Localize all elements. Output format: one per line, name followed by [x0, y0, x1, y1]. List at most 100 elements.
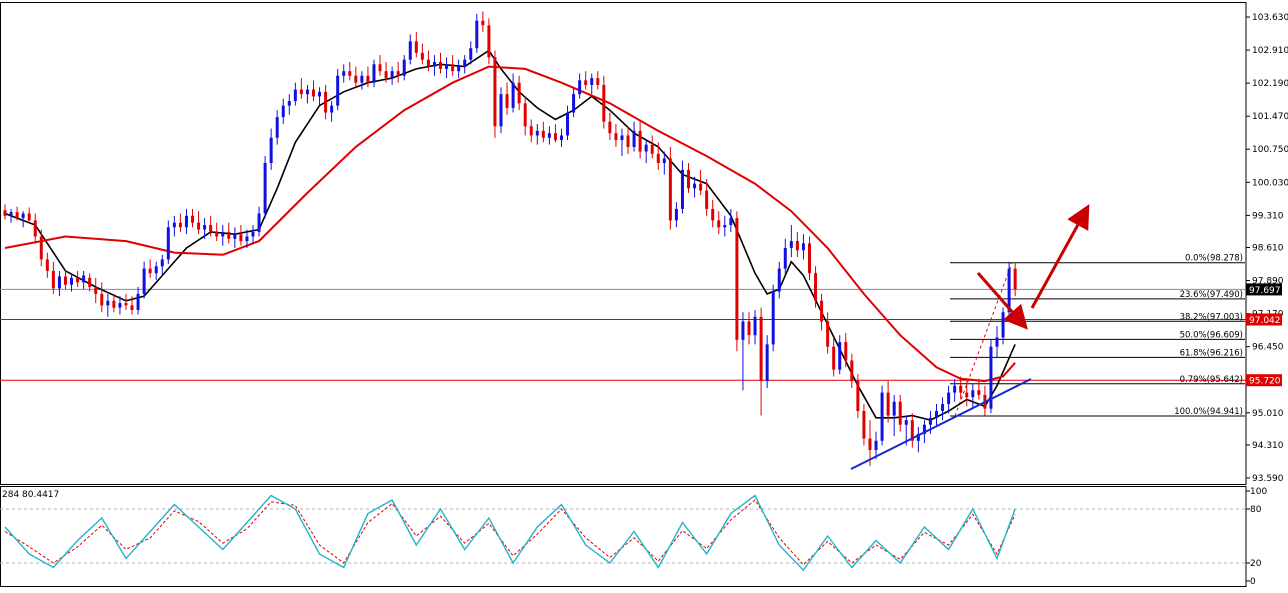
candle-body	[759, 316, 763, 382]
candle-body	[868, 438, 872, 450]
candle	[378, 55, 382, 76]
candle-body	[832, 346, 836, 370]
candle	[753, 309, 757, 345]
candle	[354, 66, 358, 88]
candle	[910, 413, 914, 448]
arrow-up	[1030, 204, 1090, 309]
price-axis-tick-label: 102.910	[1252, 46, 1288, 56]
candle-body	[674, 208, 678, 221]
price-level-tag	[1246, 313, 1282, 326]
candle-body	[680, 169, 684, 209]
price-level-tag	[1246, 374, 1282, 387]
candle-body	[928, 417, 932, 425]
candle	[76, 270, 80, 287]
candle-body	[76, 277, 80, 283]
candle	[717, 211, 721, 235]
candle-body	[941, 404, 945, 411]
candle	[777, 261, 781, 299]
candle-body	[602, 84, 606, 122]
candle	[505, 82, 509, 115]
candle	[771, 284, 775, 352]
price-axis-tick-label: 103.630	[1252, 13, 1288, 23]
fibonacci-retracement: 0.0%(98.278) 23.6%(97.490) 38.2%(97.003) 50…	[950, 254, 1245, 417]
candle-body	[57, 276, 61, 289]
candle-body	[644, 144, 648, 152]
price-axis-tick-label: 100.030	[1252, 178, 1288, 188]
candle-body	[529, 126, 533, 136]
current-price-tag	[1246, 283, 1282, 296]
candle-body	[638, 130, 642, 152]
candle-body	[342, 71, 346, 76]
candle-body	[154, 266, 158, 274]
candle-body	[336, 75, 340, 106]
candle-body	[239, 234, 243, 242]
candle-body	[124, 303, 128, 306]
candle	[759, 307, 763, 416]
candle-body	[590, 78, 594, 85]
arrow-down	[976, 272, 1028, 330]
candle-body	[771, 291, 775, 345]
candle-body	[953, 385, 957, 393]
candle-body	[959, 385, 963, 393]
candle-body	[245, 236, 249, 242]
candle	[789, 225, 793, 258]
moving-average-slow	[4, 65, 1016, 383]
candle-body	[136, 293, 140, 310]
candle-body	[209, 225, 213, 232]
candle-body	[566, 112, 570, 136]
candle	[892, 394, 896, 437]
candle-body	[148, 268, 152, 274]
oscillator-main-line	[4, 494, 1016, 572]
candle	[257, 206, 261, 237]
candle-body	[523, 103, 527, 127]
price-axis-tick-label: 101.470	[1252, 112, 1288, 122]
candle-body	[408, 41, 412, 60]
candle	[209, 215, 213, 237]
candle-body	[687, 169, 691, 189]
candle	[880, 385, 884, 446]
candle	[475, 13, 479, 53]
candle	[439, 52, 443, 74]
fib-level-label: 100.0%(94.941)	[1174, 407, 1243, 417]
candle	[572, 87, 576, 118]
candle	[795, 231, 799, 258]
candle	[729, 208, 733, 232]
candle	[801, 234, 805, 260]
candle	[723, 215, 727, 237]
candle-body	[118, 303, 122, 308]
candle-body	[535, 130, 539, 136]
candle	[608, 112, 612, 141]
candle-body	[596, 78, 600, 85]
candle-body	[384, 71, 388, 79]
candle	[251, 225, 255, 244]
current-price-tag-label: 97.697	[1249, 286, 1281, 296]
candle-body	[795, 241, 799, 251]
candle-body	[735, 218, 739, 340]
candle-body	[1001, 312, 1005, 338]
fib-level-label: 23.6%(97.490)	[1180, 290, 1243, 300]
candle-body	[184, 215, 188, 228]
candle	[336, 68, 340, 111]
candle	[348, 61, 352, 81]
candle-body	[838, 342, 842, 370]
candle-body	[457, 66, 461, 72]
candle-body	[203, 225, 207, 230]
candle	[959, 376, 963, 400]
candle-body	[801, 243, 805, 251]
candle	[584, 71, 588, 90]
candle	[850, 353, 854, 389]
candle-body	[251, 231, 255, 237]
candle	[493, 50, 497, 138]
candle-body	[426, 59, 430, 67]
candle	[820, 293, 824, 331]
candle	[263, 156, 267, 219]
candle-body	[197, 222, 201, 230]
candle	[687, 163, 691, 193]
fib-level-label: 61.8%(96.216)	[1180, 348, 1243, 358]
candle	[765, 335, 769, 389]
candle	[9, 208, 13, 223]
candle	[142, 261, 146, 299]
candle-body	[807, 243, 811, 274]
candle-body	[1013, 268, 1017, 290]
fib-level-label: 0.79%(95.642)	[1180, 375, 1243, 385]
